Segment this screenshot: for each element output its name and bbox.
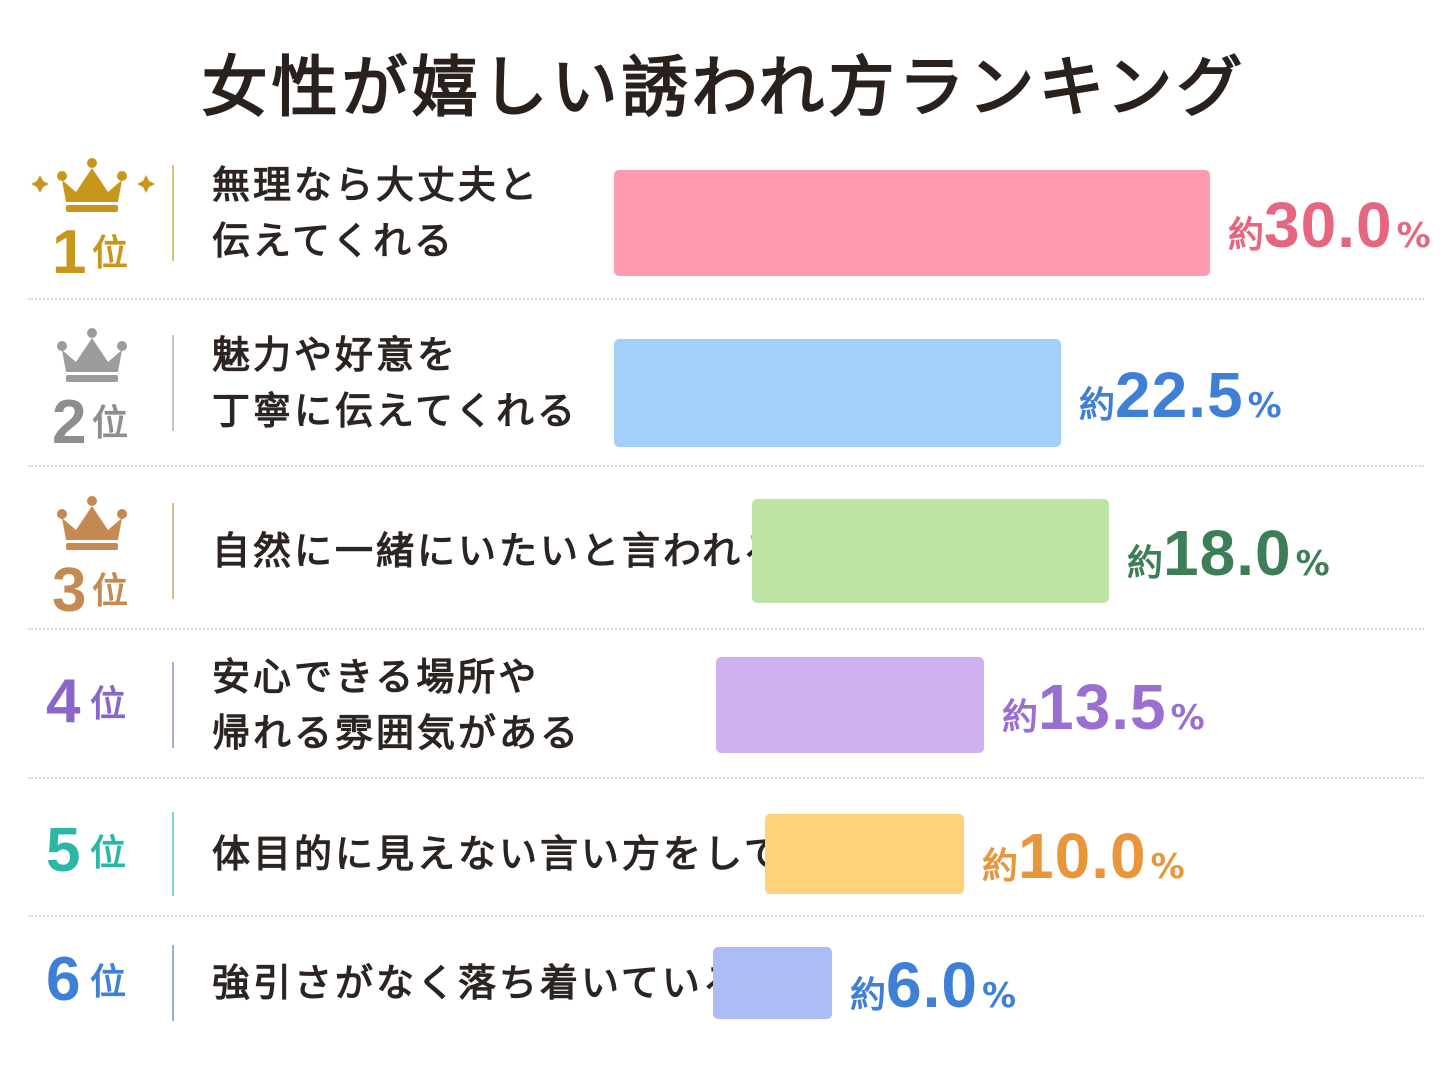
crown-icon-silver (57, 328, 127, 382)
rank-number: 5 (46, 816, 81, 885)
data-label: 約13.5% (1002, 675, 1205, 739)
rank-divider (172, 165, 174, 261)
row-label: 強引さがなく落ち着いている (212, 961, 744, 1005)
rank-number: 3 (52, 556, 87, 625)
data-label-prefix: 約 (1002, 697, 1039, 738)
rank-suffix: 位 (92, 571, 129, 612)
rank-suffix: 位 (90, 961, 127, 1003)
rank-number: 6 (46, 944, 81, 1014)
rank-suffix: 位 (92, 233, 129, 274)
row-label: 無理なら大丈夫と 伝えてくれる (212, 163, 541, 263)
data-label: 約18.0% (1127, 521, 1330, 585)
data-label-value: 6.0 (886, 949, 978, 1021)
data-label-prefix: 約 (1079, 385, 1116, 426)
rank-number: 1 (52, 218, 87, 287)
rank-suffix: 位 (92, 403, 129, 444)
data-label-unit: % (1396, 216, 1431, 256)
bar (713, 947, 832, 1019)
row-separator (28, 915, 1424, 917)
data-label-unit: % (1247, 386, 1282, 426)
data-label-value: 18.0 (1163, 517, 1292, 589)
data-label: 約30.0% (1228, 193, 1431, 257)
bar (614, 170, 1210, 276)
sparkle-icon (31, 175, 49, 193)
crown-icon-bronze (57, 496, 127, 550)
row-separator (28, 777, 1424, 779)
bar (752, 499, 1109, 603)
data-label: 約22.5% (1079, 363, 1282, 427)
ranking-row: 1 位無理なら大丈夫と 伝えてくれる 約30.0% (0, 140, 1448, 285)
crown-icon-gold (31, 158, 155, 212)
rank-divider (172, 503, 174, 599)
data-label-value: 22.5 (1115, 359, 1244, 431)
rank-divider (172, 812, 174, 896)
data-label-value: 10.0 (1018, 820, 1147, 892)
ranking-row: 6 位 強引さがなく落ち着いている 約6.0% (0, 925, 1448, 1040)
data-label-prefix: 約 (1127, 543, 1164, 584)
ranking-row: 2 位魅力や好意を 丁寧に伝えてくれる 約22.5% (0, 310, 1448, 455)
data-label-unit: % (981, 976, 1017, 1016)
row-label: 自然に一緒にいたいと言われる (212, 529, 785, 573)
rank-suffix: 位 (90, 684, 127, 725)
data-label-unit: % (1170, 698, 1205, 738)
row-separator (28, 298, 1424, 300)
row-separator (28, 628, 1424, 630)
data-label-unit: % (1150, 847, 1185, 887)
row-label: 魅力や好意を 丁寧に伝えてくれる (212, 333, 578, 433)
data-label-unit: % (1295, 544, 1330, 584)
ranking-row: 3 位 自然に一緒にいたいと言われる 約18.0% (0, 478, 1448, 623)
sparkle-icon (137, 175, 155, 193)
bar (765, 814, 964, 894)
data-label-prefix: 約 (850, 975, 887, 1016)
ranking-row: 5 位体目的に見えない言い方をしてくれる 約10.0% (0, 790, 1448, 918)
rank-divider (172, 335, 174, 431)
bar (716, 657, 984, 753)
data-label-prefix: 約 (982, 846, 1019, 887)
rank-number: 4 (46, 667, 81, 736)
rank-number: 2 (52, 388, 87, 457)
data-label-value: 13.5 (1038, 671, 1167, 743)
rank-divider (172, 662, 174, 748)
row-separator (28, 465, 1424, 467)
data-label: 約6.0% (850, 953, 1016, 1017)
row-label: 安心できる場所や 帰れる雰囲気がある (212, 655, 582, 755)
rank-divider (172, 945, 174, 1021)
bar (614, 339, 1061, 447)
chart-title: 女性が嬉しい誘われ方ランキング (201, 49, 1247, 126)
data-label-value: 30.0 (1264, 189, 1393, 261)
data-label: 約10.0% (982, 824, 1185, 888)
data-label-prefix: 約 (1228, 215, 1265, 256)
ranking-row: 4 位安心できる場所や 帰れる雰囲気がある 約13.5% (0, 640, 1448, 770)
rank-suffix: 位 (90, 833, 127, 874)
